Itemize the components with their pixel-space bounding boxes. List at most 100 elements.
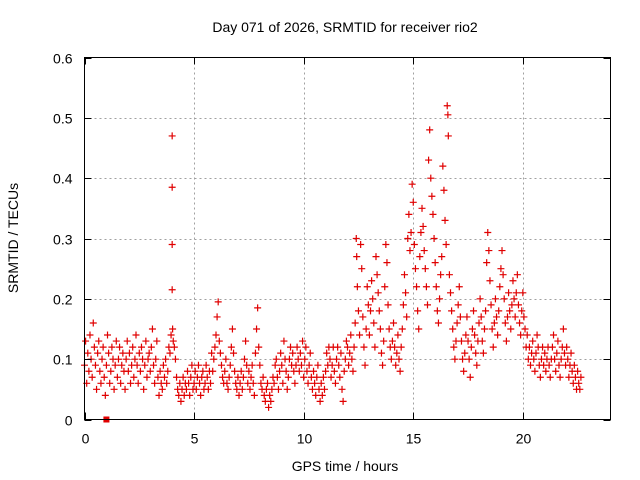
data-point-plus	[500, 295, 508, 303]
data-point-plus	[360, 343, 368, 351]
data-point-plus	[226, 361, 234, 369]
data-point-plus	[542, 367, 550, 375]
data-point-plus	[293, 343, 301, 351]
data-point-plus	[346, 349, 354, 357]
data-point-plus	[385, 325, 393, 333]
data-point-plus	[279, 379, 287, 387]
data-point-plus	[116, 343, 124, 351]
data-point-plus	[251, 349, 259, 357]
data-point-plus	[399, 301, 407, 309]
data-point-plus	[376, 325, 384, 333]
data-point-plus	[517, 331, 525, 339]
data-point-plus	[331, 379, 339, 387]
data-point-plus	[295, 367, 303, 375]
data-point-plus	[188, 361, 196, 369]
data-point-plus	[228, 325, 236, 333]
data-point-plus	[433, 307, 441, 315]
data-point-plus	[337, 349, 345, 357]
data-point-plus	[265, 403, 273, 411]
data-point-plus	[214, 298, 222, 306]
chart-title: Day 071 of 2026, SRMTID for receiver rio…	[212, 19, 478, 35]
data-point-plus	[162, 355, 170, 363]
data-point-plus	[491, 295, 499, 303]
data-point-plus	[130, 373, 138, 381]
data-point-plus	[340, 367, 348, 375]
data-point-plus	[330, 367, 338, 375]
data-point-plus	[339, 397, 347, 405]
data-point-plus	[441, 216, 449, 224]
data-point-plus	[472, 349, 480, 357]
data-point-plus	[440, 186, 448, 194]
data-point-plus	[215, 337, 223, 345]
y-tick-label: 0.5	[53, 111, 73, 127]
data-point-plus	[368, 277, 376, 285]
data-point-plus	[89, 319, 97, 327]
data-point-plus	[556, 373, 564, 381]
data-point-plus	[294, 355, 302, 363]
data-point-plus	[94, 349, 102, 357]
data-point-plus	[113, 373, 121, 381]
y-axis-label: SRMTID / TECUs	[5, 183, 21, 293]
data-point-plus	[168, 132, 176, 140]
data-point-plus	[384, 301, 392, 309]
data-point-plus	[430, 235, 438, 242]
data-point-plus	[418, 204, 426, 212]
data-point-plus	[182, 385, 190, 393]
data-point-plus	[308, 385, 316, 393]
data-point-plus	[219, 373, 227, 381]
data-point-plus	[168, 183, 176, 191]
data-point-plus	[480, 325, 488, 333]
data-point-plus	[171, 355, 179, 363]
data-point-plus	[413, 283, 421, 291]
data-point-plus	[227, 343, 235, 351]
data-point-plus	[291, 379, 299, 387]
data-point-plus	[564, 355, 572, 363]
data-point-plus	[208, 349, 216, 357]
data-point-plus	[278, 361, 286, 369]
data-point-plus	[335, 361, 343, 369]
data-point-plus	[479, 349, 487, 357]
data-point-plus	[284, 373, 292, 381]
data-point-plus	[101, 391, 109, 399]
data-point-plus	[507, 325, 515, 333]
data-point-plus	[442, 241, 450, 249]
data-point-plus	[132, 331, 140, 339]
data-point-plus	[345, 361, 353, 369]
data-point-plus	[167, 331, 175, 339]
data-point-plus	[312, 391, 320, 399]
data-point-plus	[429, 210, 437, 218]
data-point-plus	[560, 349, 568, 357]
data-point-plus	[422, 283, 430, 291]
data-point-plus	[145, 349, 153, 357]
data-point-plus	[425, 156, 433, 164]
data-point-plus	[117, 379, 125, 387]
data-point-plus	[531, 367, 539, 375]
data-point-plus	[365, 331, 373, 339]
data-point-plus	[514, 301, 522, 309]
data-point-plus	[202, 361, 210, 369]
data-point-plus	[545, 361, 553, 369]
data-point-plus	[397, 343, 405, 351]
data-point-plus	[256, 361, 264, 369]
data-point-plus	[478, 337, 486, 345]
data-point-plus	[102, 361, 110, 369]
data-point-plus	[302, 343, 310, 351]
data-point-plus	[100, 373, 108, 381]
data-point-plus	[147, 343, 155, 351]
data-point-plus	[177, 397, 185, 405]
data-point-plus	[499, 271, 507, 279]
data-point-plus	[111, 361, 119, 369]
data-point-plus	[470, 307, 478, 315]
data-point-plus	[506, 307, 514, 315]
data-point-plus	[248, 361, 256, 369]
data-point-plus	[259, 373, 267, 381]
data-point-plus	[211, 343, 219, 351]
data-point-plus	[84, 349, 92, 357]
data-point-plus	[160, 373, 168, 381]
data-point-plus	[247, 373, 255, 381]
data-point-plus	[484, 228, 492, 236]
data-point-plus	[154, 373, 162, 381]
data-point-plus	[313, 373, 321, 381]
x-tick-label: 15	[406, 431, 422, 447]
data-point-plus	[488, 325, 496, 333]
